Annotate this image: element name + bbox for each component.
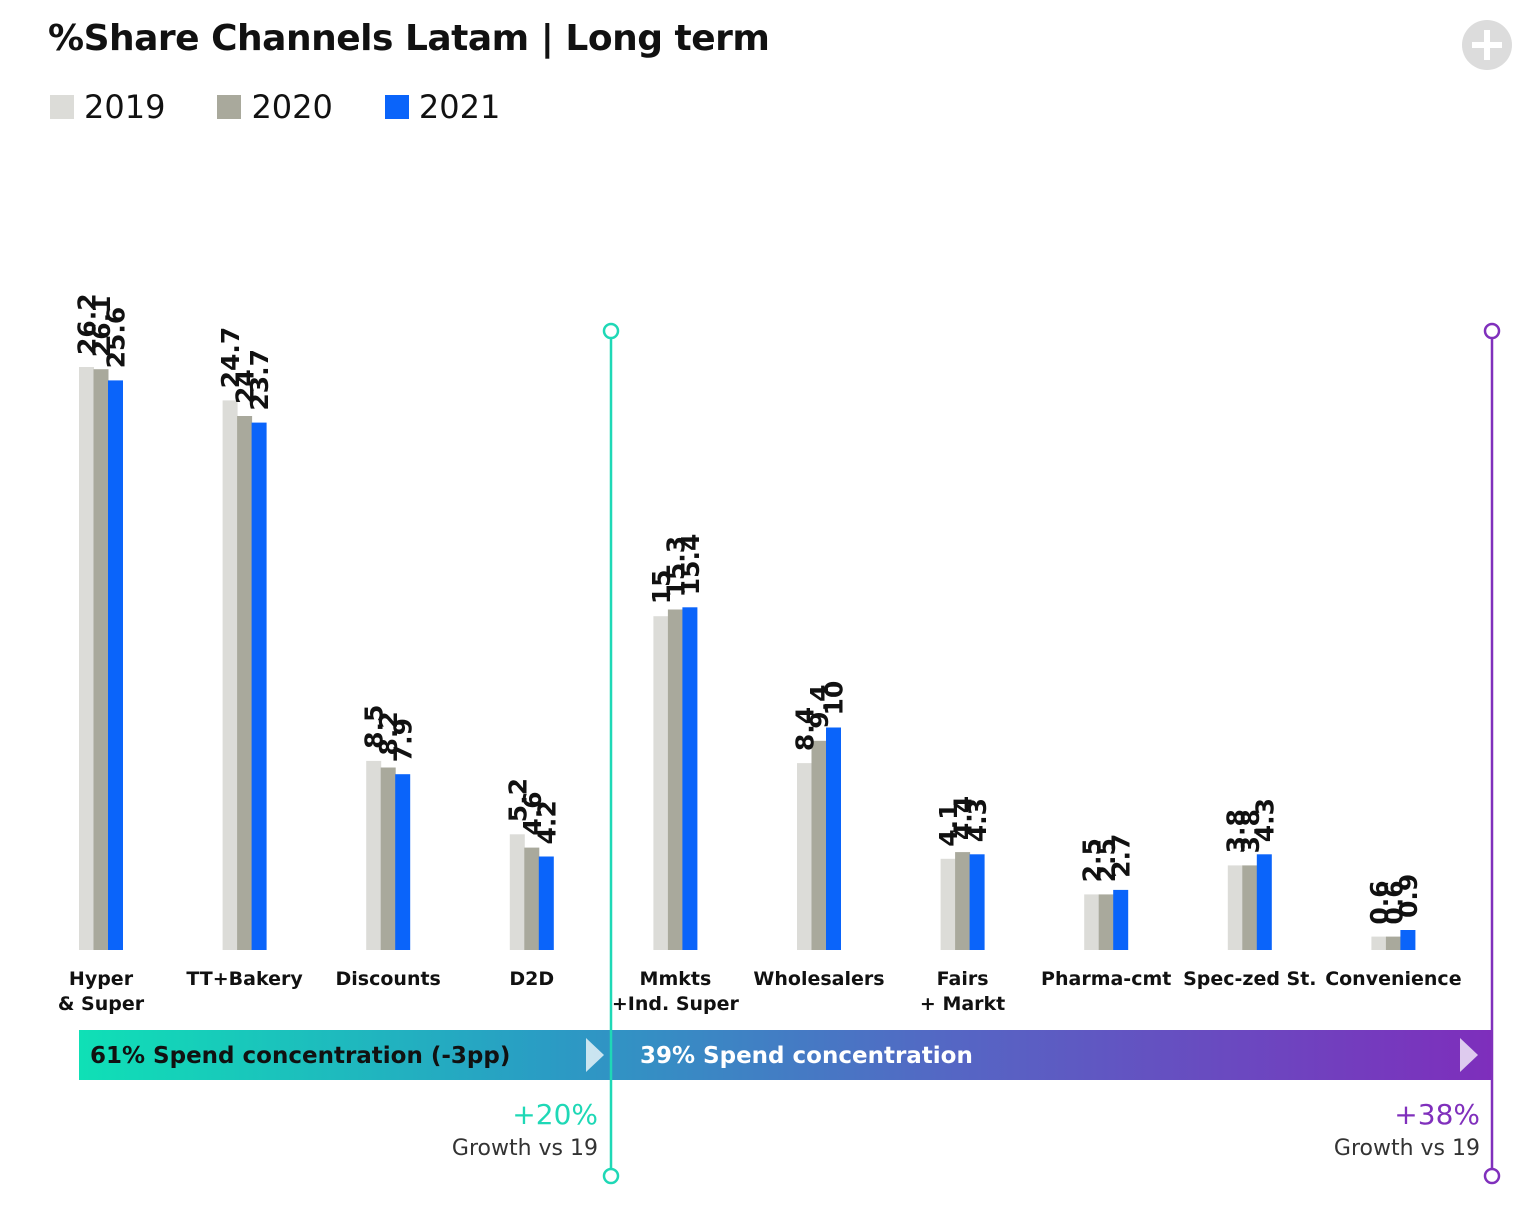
- category-label-7-line-0: Pharma-cmt: [1041, 968, 1171, 990]
- bar-2019-0: [79, 367, 94, 950]
- category-label-8-line-0: Spec-zed St.: [1183, 968, 1316, 990]
- bar-2020-8: [1242, 865, 1258, 950]
- bar-2020-5: [811, 740, 827, 950]
- segment2-arrow-icon: [1460, 1038, 1478, 1072]
- bar-2021-9: [1400, 930, 1416, 950]
- legend-swatch-2020: [217, 95, 242, 119]
- data-label-2020-5: 9.4: [805, 685, 834, 729]
- legend-label-2019: 2019: [84, 88, 166, 126]
- bar-2019-4: [653, 616, 669, 950]
- segment2-label: 39% Spend concentration: [640, 1043, 973, 1069]
- bar-2021-5: [826, 727, 841, 950]
- data-label-2020-9: 0.6: [1379, 880, 1408, 924]
- category-label-0-line-1: & Super: [58, 993, 145, 1015]
- category-label-4-line-0: Mmkts: [640, 968, 712, 990]
- legend-item-2021: 2021: [384, 88, 501, 126]
- category-label-2-line-0: Discounts: [336, 968, 441, 990]
- segment2-growth-caption: Growth vs 19: [1334, 1136, 1480, 1161]
- data-label-2021-6: 4.3: [963, 798, 992, 842]
- legend-item-2019: 2019: [50, 88, 165, 126]
- category-label-6-line-0: Fairs: [937, 968, 989, 990]
- category-label-3-line-0: D2D: [509, 968, 554, 990]
- segment1-growth-caption: Growth vs 19: [452, 1136, 598, 1161]
- bar-2020-1: [237, 416, 253, 950]
- bar-2019-5: [797, 763, 812, 950]
- legend: 2019 2020 2021: [50, 88, 552, 126]
- data-label-2020-7: 2.5: [1092, 838, 1121, 882]
- category-label-0-line-0: Hyper: [69, 968, 134, 990]
- data-label-2021-3: 4.2: [532, 800, 561, 844]
- segment1-bottom-marker: [602, 1167, 620, 1185]
- bar-2021-0: [108, 380, 123, 950]
- data-label-2021-1: 23.7: [245, 349, 274, 411]
- bar-2019-1: [222, 400, 238, 950]
- data-label-2020-0: 26.1: [87, 296, 116, 358]
- segment2-bottom-marker: [1483, 1167, 1501, 1185]
- data-label-2021-0: 25.6: [102, 307, 131, 369]
- expand-plus-icon[interactable]: [1462, 20, 1512, 70]
- category-label-9-line-0: Convenience: [1325, 968, 1461, 990]
- data-label-2020-6: 4.4: [949, 796, 978, 840]
- bar-2021-6: [969, 854, 985, 950]
- bar-2020-4: [667, 609, 683, 950]
- data-label-2019-3: 5.2: [503, 778, 532, 822]
- legend-item-2020: 2020: [217, 88, 333, 126]
- data-label-2021-5: 10: [820, 681, 849, 716]
- bar-2019-3: [509, 834, 525, 950]
- data-label-2021-2: 7.9: [389, 718, 418, 762]
- data-label-2019-4: 15: [647, 569, 676, 604]
- bar-2021-3: [538, 856, 554, 950]
- data-label-2020-2: 8.2: [374, 711, 403, 755]
- data-label-2021-9: 0.9: [1394, 874, 1423, 918]
- bar-2019-6: [940, 858, 956, 950]
- bar-2020-2: [380, 767, 396, 950]
- bar-2020-3: [524, 847, 540, 950]
- segment2-growth: +38%: [1394, 1098, 1480, 1131]
- bar-2021-8: [1256, 854, 1272, 950]
- segment1-label: 61% Spend concentration (-3pp): [90, 1043, 510, 1069]
- bar-2021-1: [251, 422, 267, 951]
- segment1-top-marker: [602, 322, 620, 340]
- bar-2020-7: [1098, 894, 1114, 950]
- legend-swatch-2019: [50, 95, 74, 119]
- bar-2019-9: [1371, 936, 1387, 950]
- data-label-2019-9: 0.6: [1365, 880, 1394, 924]
- bar-2019-7: [1084, 894, 1100, 950]
- segment2-top-marker: [1483, 322, 1501, 340]
- bar-2019-8: [1227, 865, 1243, 950]
- category-label-5-line-0: Wholesalers: [753, 968, 884, 990]
- data-label-2019-6: 4.1: [934, 803, 963, 847]
- category-label-1-line-0: TT+Bakery: [186, 968, 303, 990]
- data-label-2020-1: 24: [231, 369, 260, 404]
- segment1-growth: +20%: [512, 1098, 598, 1131]
- chart-title: %Share Channels Latam | Long term: [48, 18, 770, 59]
- legend-label-2021: 2021: [418, 88, 501, 126]
- bar-2021-2: [395, 774, 411, 950]
- data-label-2019-7: 2.5: [1078, 838, 1107, 882]
- data-label-2019-8: 3.8: [1221, 809, 1250, 853]
- data-label-2020-8: 3.8: [1236, 809, 1265, 853]
- bar-2020-6: [955, 852, 971, 950]
- category-label-4-line-1: +Ind. Super: [612, 993, 740, 1015]
- data-label-2020-4: 15.3: [661, 536, 690, 598]
- data-label-2019-1: 24.7: [216, 327, 245, 389]
- data-label-2019-0: 26.2: [73, 293, 102, 355]
- data-label-2019-5: 8.4: [791, 707, 820, 751]
- data-label-2021-7: 2.7: [1107, 834, 1136, 878]
- data-label-2021-8: 4.3: [1250, 798, 1279, 842]
- bar-2021-4: [682, 607, 698, 950]
- data-label-2019-2: 8.5: [360, 705, 389, 749]
- legend-label-2020: 2020: [251, 88, 333, 126]
- bar-2020-0: [93, 369, 109, 950]
- segment1-arrow-icon: [586, 1038, 604, 1072]
- data-label-2020-3: 4.6: [518, 791, 547, 835]
- data-label-2021-4: 15.4: [676, 534, 705, 596]
- bar-2021-7: [1113, 889, 1129, 950]
- category-label-6-line-1: + Markt: [920, 993, 1005, 1015]
- bar-2020-9: [1385, 936, 1401, 950]
- spend-concentration-band: [79, 1030, 1493, 1080]
- legend-swatch-2021: [384, 95, 409, 119]
- bar-2019-2: [366, 760, 382, 950]
